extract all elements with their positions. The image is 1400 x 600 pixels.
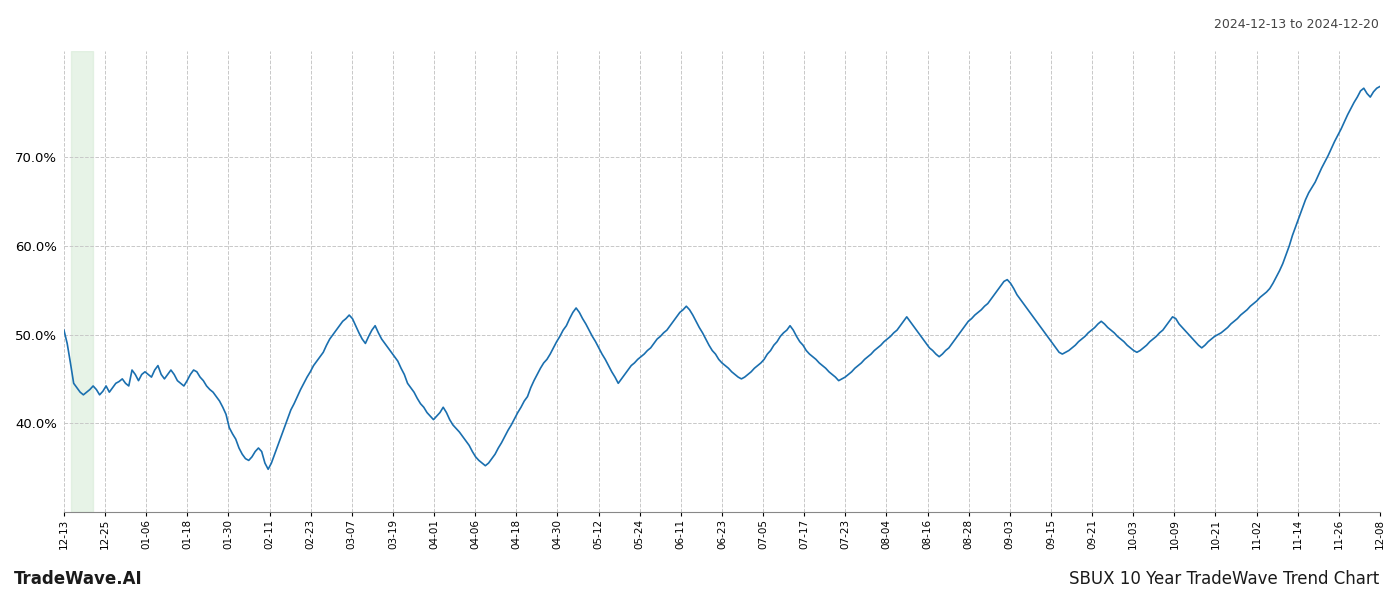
Text: 2024-12-13 to 2024-12-20: 2024-12-13 to 2024-12-20 — [1214, 18, 1379, 31]
Bar — [70, 51, 92, 512]
Text: TradeWave.AI: TradeWave.AI — [14, 570, 143, 588]
Text: SBUX 10 Year TradeWave Trend Chart: SBUX 10 Year TradeWave Trend Chart — [1068, 570, 1379, 588]
